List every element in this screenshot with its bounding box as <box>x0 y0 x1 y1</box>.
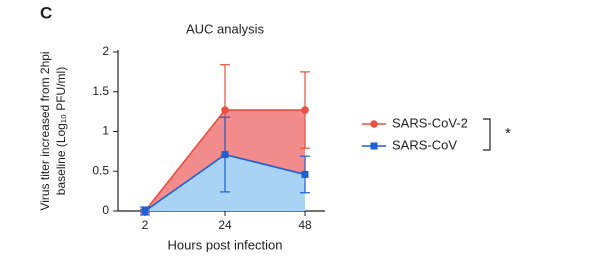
x-tick-label: 24 <box>218 218 232 232</box>
point <box>301 170 309 178</box>
x-tick-label: 48 <box>298 218 312 232</box>
point <box>141 207 149 215</box>
legend-marker <box>370 142 378 150</box>
significance-bracket <box>483 118 491 151</box>
legend-marker <box>370 120 378 128</box>
y-axis-label-line: baseline (Log₁₀ PFU/ml) <box>54 67 68 195</box>
y-tick-label: 0 <box>102 203 109 217</box>
chart-title: AUC analysis <box>186 21 265 36</box>
y-tick-label: 1.5 <box>92 84 109 98</box>
point <box>301 106 309 114</box>
point <box>221 151 229 159</box>
area-fill <box>145 110 305 211</box>
x-tick-label: 2 <box>142 218 149 232</box>
legend-label: SARS-CoV-2 <box>392 115 468 130</box>
legend-label: SARS-CoV <box>392 137 457 152</box>
y-tick-label: 0.5 <box>92 163 109 177</box>
panel-label: C <box>40 3 52 22</box>
x-axis-label: Hours post infection <box>168 237 283 252</box>
y-axis-label: Virus titer increased from 2hpi baseline… <box>38 51 68 210</box>
y-tick-label: 2 <box>102 44 109 58</box>
y-tick-label: 1 <box>102 124 109 138</box>
point <box>221 106 229 114</box>
y-axis-label-line: Virus titer increased from 2hpi <box>38 51 52 210</box>
annotation: * <box>505 125 511 142</box>
